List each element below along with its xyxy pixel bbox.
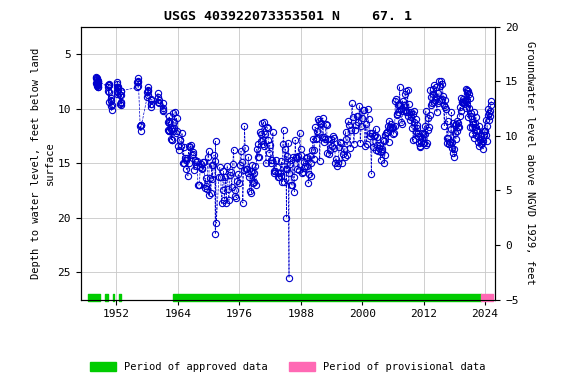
Y-axis label: Groundwater level above NGVD 1929, feet: Groundwater level above NGVD 1929, feet [525, 41, 535, 285]
Legend: Period of approved data, Period of provisional data: Period of approved data, Period of provi… [86, 358, 490, 376]
Y-axis label: Depth to water level, feet below land
surface: Depth to water level, feet below land su… [32, 48, 55, 279]
Title: USGS 403922073353501 N    67. 1: USGS 403922073353501 N 67. 1 [164, 10, 412, 23]
